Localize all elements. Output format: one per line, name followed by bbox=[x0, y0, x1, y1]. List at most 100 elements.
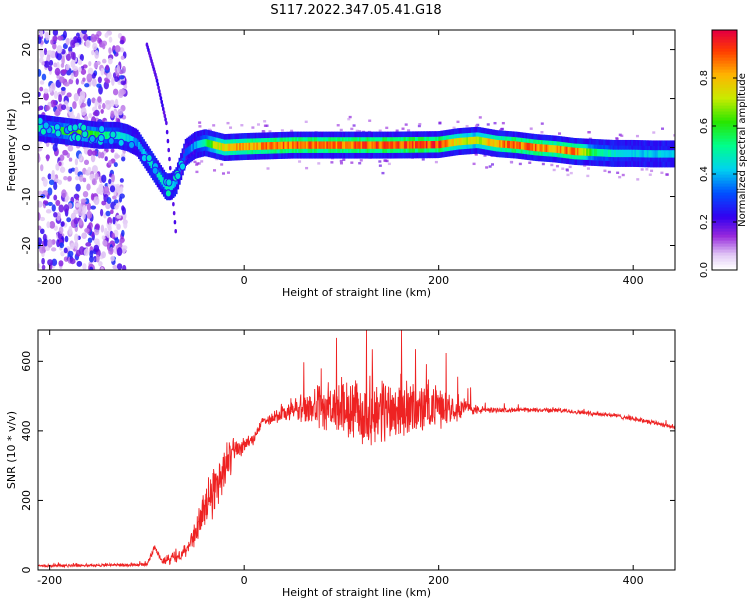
spectrogram-noise-cell bbox=[49, 220, 56, 229]
spectrogram-halo-cell bbox=[490, 163, 494, 166]
spectrogram-ridge-cell bbox=[511, 141, 514, 149]
spectrogram-blob bbox=[145, 153, 153, 163]
spectrogram-noise-cell bbox=[78, 246, 85, 256]
colorbar-swatch bbox=[712, 87, 737, 91]
colorbar-swatch bbox=[712, 105, 737, 109]
spectrogram-ridge-cell bbox=[541, 144, 544, 152]
spectrogram-noise-cell bbox=[78, 174, 84, 182]
spectrogram-noise-cell bbox=[86, 202, 92, 211]
spectrogram-halo-cell bbox=[640, 168, 644, 171]
spectrogram-noise-cell bbox=[120, 55, 125, 61]
spectrogram-ridge-cell bbox=[312, 141, 315, 149]
spectrogram-noise-cell bbox=[39, 228, 45, 235]
spectrogram-noise-cell bbox=[75, 202, 80, 208]
colorbar-swatch bbox=[712, 132, 737, 136]
spectrogram-ridge-cell bbox=[274, 141, 278, 150]
spectrogram-ridge-cell bbox=[427, 141, 430, 149]
spectrogram-noise-cell bbox=[58, 226, 64, 235]
spectrogram-ridge-cell bbox=[330, 141, 334, 149]
spectrogram-ridge-cell bbox=[282, 141, 285, 150]
spectrogram-ridge-cell bbox=[503, 140, 506, 148]
spectrogram-noise-cell bbox=[39, 216, 46, 222]
spectrogram-noise-cell bbox=[47, 201, 53, 207]
spectrogram-ridge-cell bbox=[422, 141, 425, 149]
spectrogram-noise-cell bbox=[65, 106, 71, 111]
spectrogram-noise-cell bbox=[61, 189, 67, 198]
spectrogram-ridge-cell bbox=[251, 142, 254, 150]
spectrogram-ridge-cell bbox=[458, 137, 461, 146]
spectrogram-ridge-cell bbox=[632, 149, 636, 158]
spectrogram-ridge-cell bbox=[634, 149, 637, 158]
spectrogram-noise-cell bbox=[101, 58, 107, 64]
spectrogram-halo-cell bbox=[317, 162, 321, 165]
spectrogram-noise-cell bbox=[74, 158, 79, 166]
spectrogram-ridge-cell bbox=[654, 150, 657, 158]
spectrogram-ridge-cell bbox=[457, 138, 460, 146]
spectrogram-halo-cell bbox=[478, 116, 482, 119]
spectrogram-ridge-cell bbox=[390, 141, 393, 149]
spectrogram-noise-cell bbox=[73, 93, 79, 102]
spectrogram-blob bbox=[151, 166, 159, 175]
snr-ytick-label: 400 bbox=[20, 420, 33, 441]
spectrogram-noise-cell bbox=[108, 36, 113, 43]
spectrogram-ridge-cell bbox=[516, 141, 519, 149]
spectrogram-ridge-cell bbox=[629, 149, 632, 158]
spectrogram-ridge-cell bbox=[197, 140, 200, 149]
spectrogram-halo-cell bbox=[586, 167, 590, 170]
spectrogram-halo-cell bbox=[368, 119, 372, 122]
spectrogram-noise-cell bbox=[74, 166, 79, 176]
spectrogram-blob bbox=[54, 129, 62, 138]
spectrogram-ridge-cell bbox=[217, 142, 220, 150]
spectrogram-noise-cell bbox=[39, 30, 44, 37]
spectrogram-ridge-cell bbox=[239, 143, 242, 151]
spectrogram-noise-cell bbox=[92, 111, 98, 116]
spectrogram-ridge-cell bbox=[539, 144, 542, 152]
spectrogram-noise-cell bbox=[75, 183, 81, 192]
spectrogram-halo-cell bbox=[509, 160, 513, 164]
spectrogram-noise-cell bbox=[108, 222, 112, 231]
spectrogram-trace-cell bbox=[158, 89, 161, 94]
spectrogram-noise-cell bbox=[59, 166, 66, 173]
spectrogram-ridge-cell bbox=[425, 141, 429, 149]
spectrogram-ridge-cell bbox=[218, 142, 222, 151]
spectrogram-noise-cell bbox=[47, 65, 53, 72]
colorbar-tick-label: 0.8 bbox=[699, 70, 710, 86]
spectrogram-halo-cell bbox=[339, 128, 343, 132]
spectrogram-noise-cell bbox=[112, 216, 116, 225]
spectrogram-ridge-cell bbox=[106, 131, 110, 139]
spectrogram-ridge-cell bbox=[469, 137, 472, 145]
colorbar-swatch bbox=[712, 138, 737, 142]
spectrogram-ridge-cell bbox=[349, 141, 352, 149]
spectrogram-noise-cell bbox=[91, 50, 95, 56]
spectrogram-ridge-cell bbox=[587, 148, 590, 156]
spectrogram-blob bbox=[117, 138, 125, 147]
spectrogram-halo-cell bbox=[607, 170, 611, 174]
spectrogram-ridge-cell bbox=[310, 141, 313, 149]
spectrogram-halo-cell bbox=[339, 162, 343, 165]
spectrogram-noise-cell bbox=[112, 88, 119, 96]
colorbar-swatch bbox=[712, 216, 737, 220]
spectrogram-ridge-cell bbox=[586, 148, 589, 156]
spectrogram-ridge-cell bbox=[410, 141, 413, 149]
colorbar-swatch bbox=[712, 78, 737, 82]
spectrogram-ridge-cell bbox=[245, 142, 248, 151]
spectrogram-ridge-cell bbox=[404, 141, 407, 149]
spectrogram-noise-cell bbox=[68, 46, 73, 53]
spectrogram-noise-cell bbox=[101, 200, 107, 206]
spectrogram-noise-cell bbox=[65, 64, 70, 71]
colorbar-swatch bbox=[712, 126, 737, 130]
spectrogram-ridge-cell bbox=[267, 142, 270, 150]
spectrogram-ridge-cell bbox=[208, 139, 211, 148]
spectrogram-noise-cell bbox=[118, 75, 125, 80]
spectrogram-noise-cell bbox=[69, 114, 76, 120]
spectrogram-ridge-cell bbox=[141, 146, 144, 154]
spectrogram-ridge-cell bbox=[444, 139, 447, 148]
spectrogram-noise-cell bbox=[95, 254, 100, 263]
spectrogram-ridge-cell bbox=[271, 142, 275, 150]
spectrogram-ridge-cell bbox=[116, 131, 119, 139]
spectrogram-ridge-cell bbox=[344, 141, 348, 149]
spectrogram-noise-cell bbox=[51, 204, 56, 212]
spectrogram-noise-cell bbox=[82, 177, 87, 183]
spectrogram-ridge-cell bbox=[569, 147, 572, 155]
spectrogram-noise-cell bbox=[108, 160, 112, 166]
